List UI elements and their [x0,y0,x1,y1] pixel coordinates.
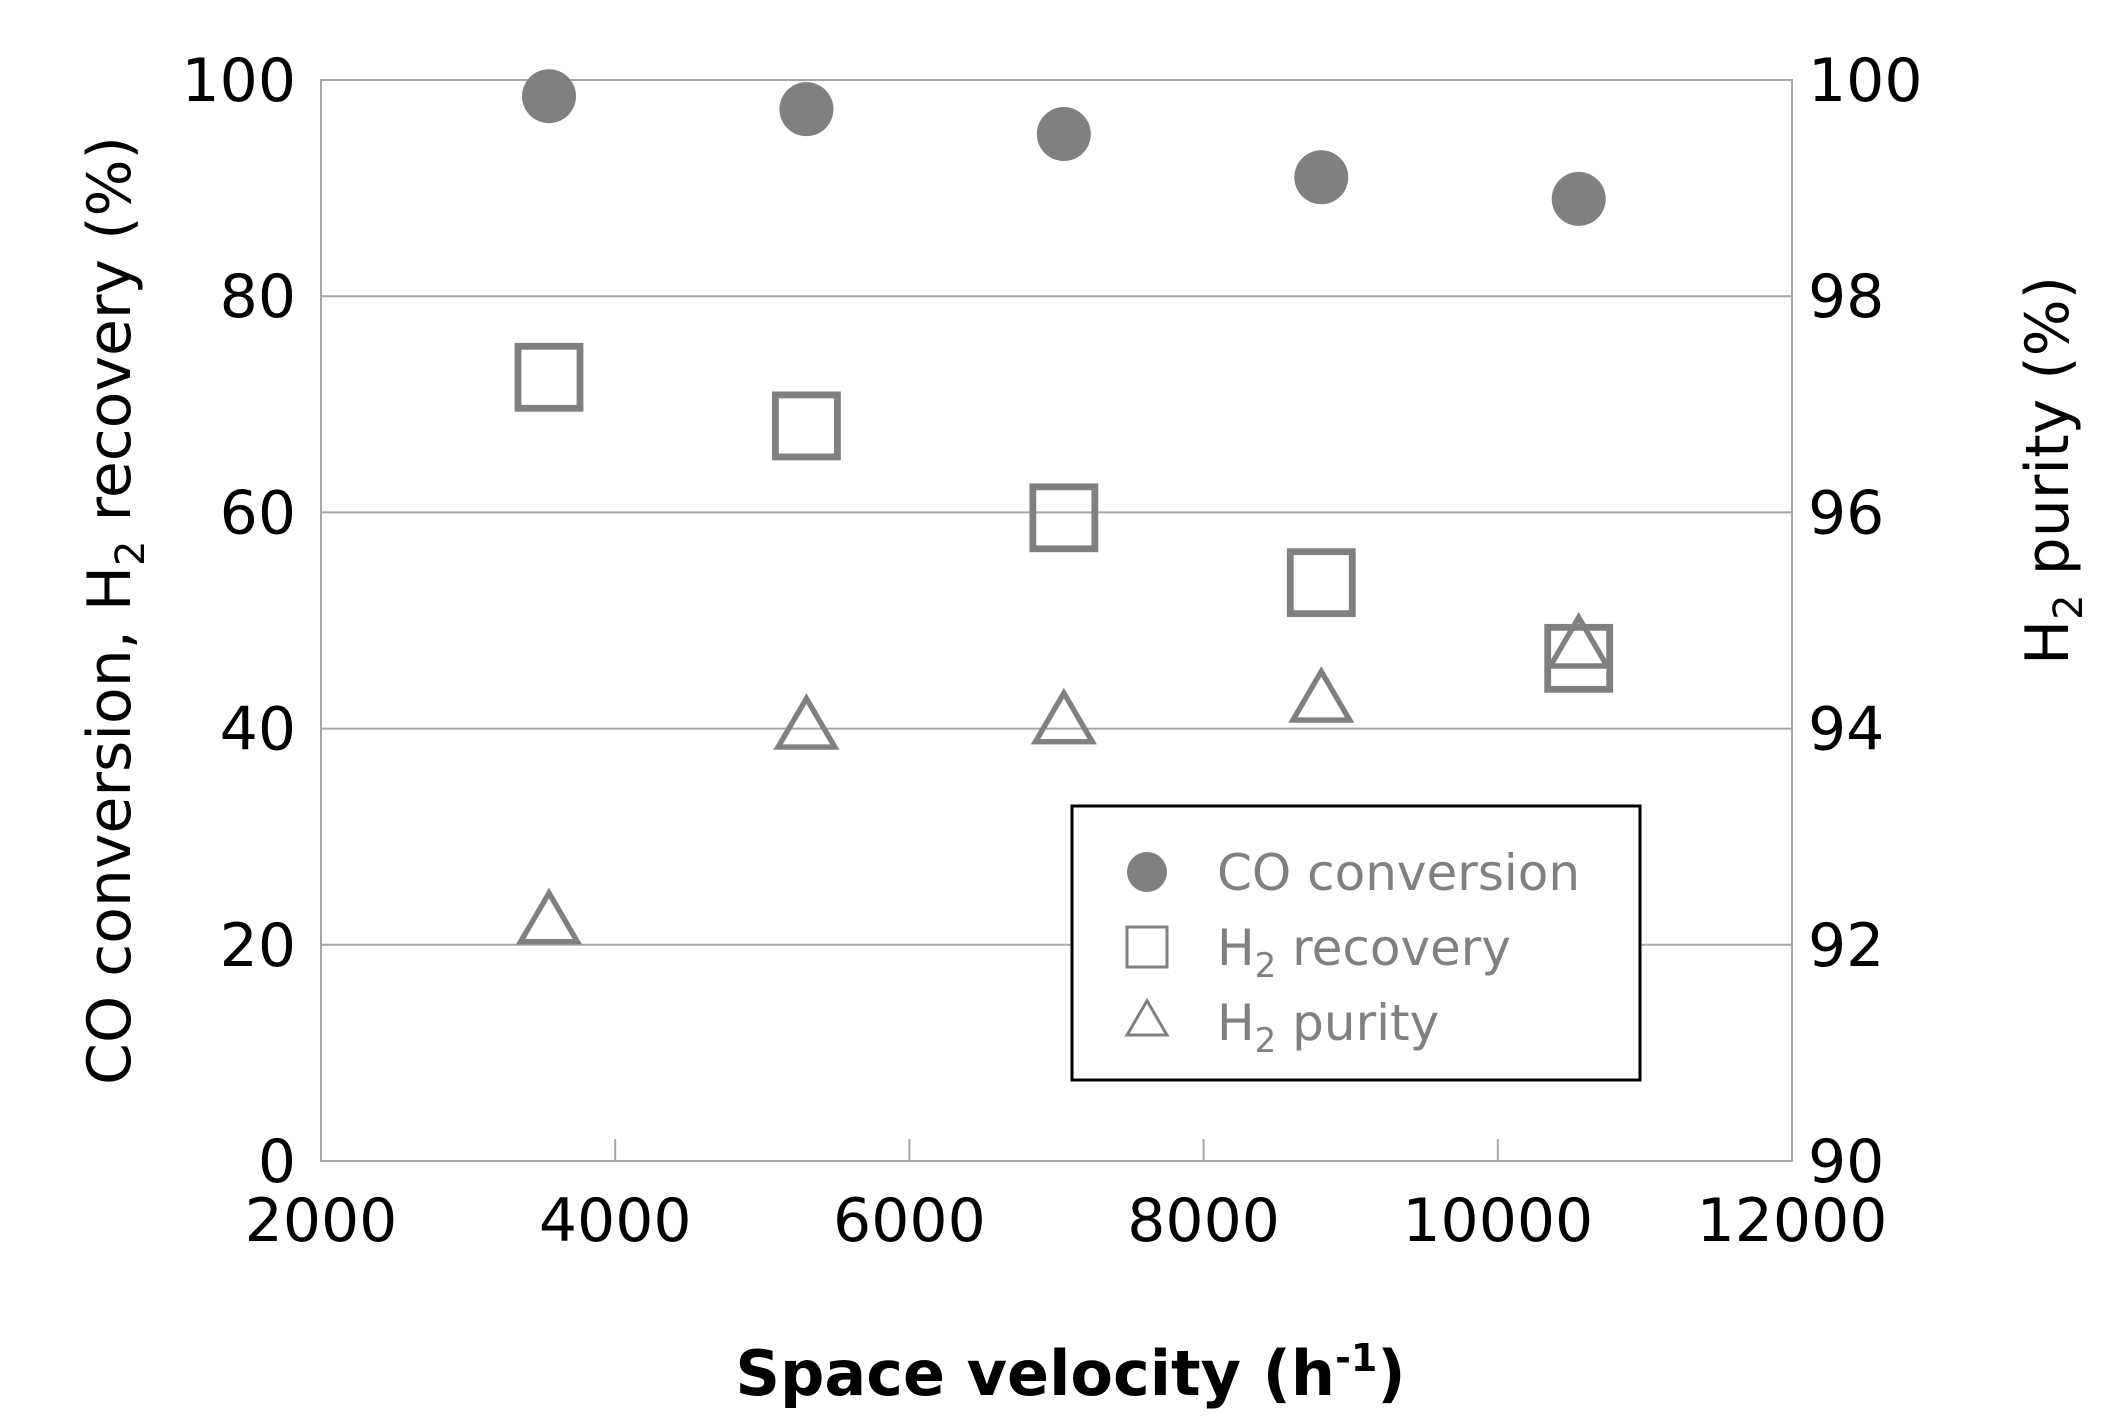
data-point [522,69,577,124]
x-axis-ticks: 2000 4000 6000 8000 10000 12000 [245,1139,1888,1256]
y-left-tick-label: 20 [220,911,296,981]
data-point [779,82,834,137]
x-axis-title: Space velocity (h-1) [735,1336,1405,1410]
plot-area [320,79,1793,1162]
series-co-conversion [522,69,1606,226]
data-point [514,342,584,412]
y-left-tick-label: 100 [181,46,296,116]
y-right-tick-label: 92 [1808,911,1884,981]
legend-label: H2 purity [1217,994,1439,1061]
y-left-tick-label: 60 [220,478,296,548]
legend: CO conversion H2 recovery H2 purity [1070,804,1642,1082]
x-tick-label: 8000 [1127,1186,1280,1256]
y-right-tick-label: 100 [1808,46,1923,116]
x-tick-label: 10000 [1402,1186,1593,1256]
y-left-axis-title: CO conversion, H2 recovery (%) [75,136,154,1085]
data-series [514,69,1614,945]
y-right-tick-label: 94 [1808,695,1884,765]
y-left-tick-label: 40 [220,695,296,765]
series-h2-purity [515,612,1612,945]
legend-label: CO conversion [1217,844,1580,902]
legend-marker [1124,997,1170,1037]
x-tick-label: 4000 [539,1186,692,1256]
data-point [1551,171,1606,226]
y-right-axis-title: H2 purity (%) [2013,276,2092,665]
x-tick-label: 6000 [833,1186,986,1256]
data-point [773,693,840,750]
data-point [1545,612,1612,669]
y-left-axis-ticks: 0 20 40 60 80 100 [181,46,296,1197]
data-point [1030,687,1097,745]
data-point [1036,107,1091,162]
data-point [1029,483,1099,553]
x-tick-label: 2000 [245,1186,398,1256]
data-point [1544,623,1614,693]
data-point [1286,548,1356,618]
data-point [1288,666,1355,723]
y-right-tick-label: 90 [1808,1127,1884,1197]
data-point [1294,150,1349,205]
legend-marker [1127,852,1167,892]
data-point [515,887,583,945]
legend-marker [1125,925,1169,969]
y-right-tick-label: 98 [1808,262,1884,332]
data-point [772,391,841,461]
y-left-tick-label: 0 [258,1127,296,1197]
legend-item: CO conversion [1127,844,1580,902]
y-right-tick-label: 96 [1808,478,1884,548]
legend-item: H2 purity [1124,994,1439,1061]
x-tick-label: 12000 [1697,1186,1888,1256]
series-h2-recovery [514,342,1614,693]
legend-label: H2 recovery [1217,919,1511,986]
legend-item: H2 recovery [1125,919,1511,986]
y-left-tick-label: 80 [220,262,296,332]
y-right-axis-ticks: 90 92 94 96 98 100 [1808,46,1923,1197]
